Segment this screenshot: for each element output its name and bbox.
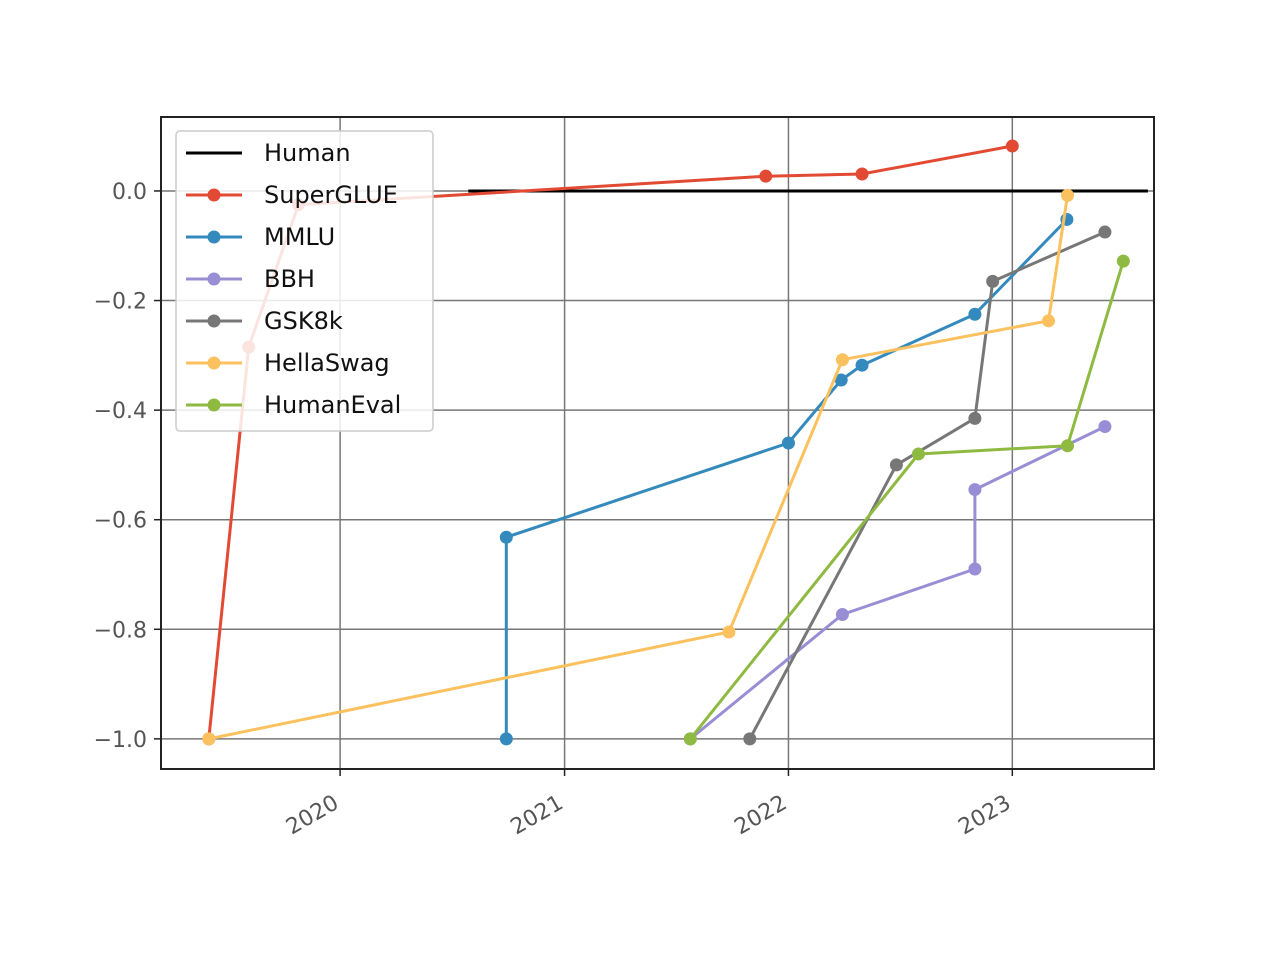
data-point-superglue bbox=[759, 169, 773, 183]
series-humaneval bbox=[683, 254, 1130, 746]
y-tick-label: −0.4 bbox=[94, 399, 147, 424]
series-mmlu bbox=[499, 212, 1074, 746]
x-tick-label: 2021 bbox=[507, 791, 568, 841]
legend-marker-superglue bbox=[207, 188, 221, 202]
legend-marker-hellaswag bbox=[207, 356, 221, 370]
data-point-hellaswag bbox=[1061, 188, 1075, 202]
legend-label-gsk8k: GSK8k bbox=[264, 307, 343, 335]
data-point-hellaswag bbox=[202, 732, 216, 746]
x-tick-label: 2023 bbox=[954, 791, 1015, 841]
data-point-mmlu bbox=[968, 307, 982, 321]
data-point-bbh bbox=[835, 607, 849, 621]
y-tick-label: −0.2 bbox=[94, 290, 147, 315]
data-point-mmlu bbox=[499, 732, 513, 746]
legend-marker-humaneval bbox=[207, 398, 221, 412]
series-hellaswag bbox=[202, 188, 1075, 746]
data-point-mmlu bbox=[855, 358, 869, 372]
legend-label-mmlu: MMLU bbox=[264, 223, 335, 251]
data-point-bbh bbox=[1098, 420, 1112, 434]
legend-label-human: Human bbox=[264, 139, 351, 167]
data-point-hellaswag bbox=[1042, 314, 1056, 328]
y-tick-label: −0.6 bbox=[94, 509, 147, 534]
legend-marker-bbh bbox=[207, 272, 221, 286]
series-gsk8k bbox=[743, 225, 1112, 746]
data-point-gsk8k bbox=[1098, 225, 1112, 239]
y-tick-label: 0.0 bbox=[112, 180, 147, 205]
data-point-gsk8k bbox=[743, 732, 757, 746]
data-point-bbh bbox=[968, 483, 982, 497]
data-point-mmlu bbox=[834, 373, 848, 387]
legend-label-bbh: BBH bbox=[264, 265, 315, 293]
plot-frame bbox=[160, 116, 1155, 770]
series-group bbox=[202, 139, 1148, 746]
data-point-mmlu bbox=[499, 530, 513, 544]
data-point-gsk8k bbox=[968, 411, 982, 425]
data-point-gsk8k bbox=[889, 458, 903, 472]
legend-marker-mmlu bbox=[207, 230, 221, 244]
data-point-hellaswag bbox=[722, 625, 736, 639]
legend-box bbox=[175, 130, 434, 432]
data-point-superglue bbox=[1005, 139, 1019, 153]
data-point-humaneval bbox=[1061, 439, 1075, 453]
legend: Human SuperGLUE MMLU BBH GSK8k HellaSwag Human… bbox=[175, 130, 434, 432]
x-tick-label: 2022 bbox=[730, 791, 791, 841]
data-point-mmlu bbox=[781, 436, 795, 450]
data-point-humaneval bbox=[911, 447, 925, 461]
legend-marker-gsk8k bbox=[207, 314, 221, 328]
data-point-superglue bbox=[855, 167, 869, 181]
data-point-hellaswag bbox=[835, 353, 849, 367]
data-point-gsk8k bbox=[986, 274, 1000, 288]
y-tick-label: −1.0 bbox=[94, 728, 147, 753]
data-point-humaneval bbox=[1116, 254, 1130, 268]
x-tick-label: 2020 bbox=[282, 791, 343, 841]
legend-label-hellaswag: HellaSwag bbox=[264, 349, 390, 377]
series-line-humaneval bbox=[689, 260, 1125, 740]
data-point-bbh bbox=[968, 562, 982, 576]
legend-label-superglue: SuperGLUE bbox=[264, 181, 398, 209]
legend-label-humaneval: HumanEval bbox=[264, 391, 401, 419]
data-point-humaneval bbox=[683, 732, 697, 746]
y-tick-label: −0.8 bbox=[94, 618, 147, 643]
